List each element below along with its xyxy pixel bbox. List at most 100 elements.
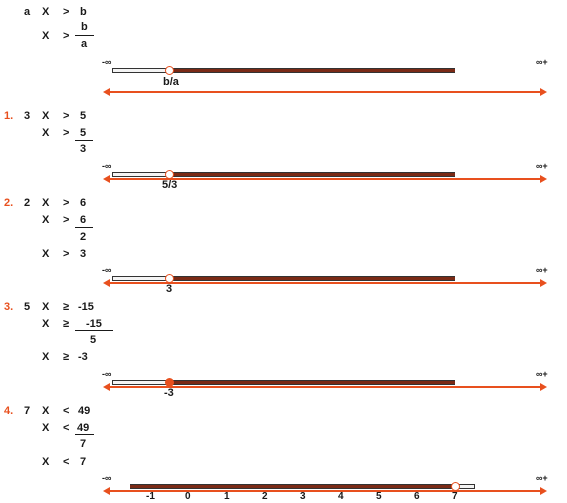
tick-label: 2 — [262, 491, 268, 502]
tick-label: 4 — [338, 491, 344, 502]
arrow-right-icon — [540, 175, 547, 183]
arrow-left-icon — [103, 383, 110, 391]
example-number: 2. — [4, 197, 14, 209]
fraction-denominator: 5 — [90, 334, 97, 346]
arrow-right-icon — [540, 487, 547, 495]
fraction-numerator: 6 — [80, 214, 87, 226]
operator: > — [63, 197, 70, 209]
rhs: b — [80, 6, 87, 18]
operator: > — [63, 110, 70, 122]
negative-infinity-label: -∞ — [102, 161, 112, 171]
var-x: X — [42, 422, 50, 434]
fraction-bar — [75, 140, 93, 141]
negative-infinity-label: -∞ — [102, 265, 112, 275]
arrow-left-icon — [103, 88, 110, 96]
tick-label: 0 — [185, 491, 191, 502]
example-number: 4. — [4, 405, 14, 417]
arrow-left-icon — [103, 279, 110, 287]
coefficient: 3 — [24, 110, 31, 122]
positive-infinity-label: ∞+ — [536, 473, 548, 483]
rhs: -15 — [78, 301, 94, 313]
number-line-track — [112, 276, 170, 281]
var-x: X — [42, 197, 50, 209]
arrow-left-icon — [103, 487, 110, 495]
rhs: 3 — [80, 248, 87, 260]
positive-infinity-label: ∞+ — [536, 265, 548, 275]
fraction-denominator: 3 — [80, 143, 87, 155]
boundary-label: 3 — [166, 283, 173, 295]
fraction-bar — [75, 35, 94, 36]
operator: ≥ — [63, 351, 70, 363]
rhs: 6 — [80, 197, 87, 209]
rhs: 5 — [80, 110, 87, 122]
fraction-bar — [75, 330, 113, 331]
var-x: X — [42, 351, 50, 363]
number-line-track — [112, 172, 170, 177]
boundary-label: b/a — [163, 76, 179, 88]
positive-infinity-label: ∞+ — [536, 369, 548, 379]
operator: > — [63, 127, 70, 139]
open-endpoint — [165, 66, 174, 75]
positive-infinity-label: ∞+ — [536, 57, 548, 67]
operator: < — [63, 405, 70, 417]
number-line-axis — [103, 279, 547, 287]
var-x: X — [42, 30, 50, 42]
example-number: 3. — [4, 301, 14, 313]
fraction-denominator: a — [81, 38, 88, 50]
var-x: X — [42, 456, 50, 468]
solution-range-bar — [169, 276, 455, 281]
arrow-left-icon — [103, 175, 110, 183]
operator: ≥ — [63, 301, 70, 313]
operator: > — [63, 6, 70, 18]
negative-infinity-label: -∞ — [102, 57, 112, 67]
coefficient: 5 — [24, 301, 31, 313]
var-x: X — [42, 318, 50, 330]
boundary-label: -3 — [164, 387, 174, 399]
number-line-axis — [103, 88, 547, 96]
fraction-numerator: b — [81, 21, 88, 33]
number-line-axis — [103, 487, 547, 495]
fraction-bar — [75, 434, 94, 435]
tick-label: 3 — [300, 491, 306, 502]
arrow-right-icon — [540, 383, 547, 391]
var-x: X — [42, 127, 50, 139]
number-line-axis — [103, 175, 547, 183]
solution-range-bar — [169, 380, 455, 385]
var-x: X — [42, 6, 50, 18]
operator: > — [63, 30, 70, 42]
var-x: X — [42, 301, 50, 313]
coefficient: 2 — [24, 197, 31, 209]
tick-label: 7 — [452, 491, 458, 502]
fraction-denominator: 2 — [80, 231, 87, 243]
rhs: 49 — [78, 405, 91, 417]
operator: > — [63, 214, 70, 226]
operator: > — [63, 248, 70, 260]
var-x: X — [42, 248, 50, 260]
var-x: X — [42, 110, 50, 122]
number-line-axis — [103, 383, 547, 391]
solution-range-bar — [169, 172, 455, 177]
example-number: 1. — [4, 110, 14, 122]
operator: ≥ — [63, 318, 70, 330]
number-line-track — [112, 68, 170, 73]
coefficient: 7 — [24, 405, 31, 417]
var-x: X — [42, 405, 50, 417]
tick-label: 6 — [414, 491, 420, 502]
tick-label: 5 — [376, 491, 382, 502]
boundary-label: 5/3 — [162, 179, 178, 191]
fraction-denominator: 7 — [80, 438, 87, 450]
arrow-right-icon — [540, 279, 547, 287]
solution-range-bar — [130, 484, 456, 489]
fraction-numerator: -15 — [86, 318, 102, 330]
solution-range-bar — [169, 68, 455, 73]
fraction-numerator: 49 — [77, 422, 90, 434]
negative-infinity-label: -∞ — [102, 369, 112, 379]
number-line-track — [112, 380, 170, 385]
arrow-right-icon — [540, 88, 547, 96]
negative-infinity-label: -∞ — [102, 473, 112, 483]
rhs: 7 — [80, 456, 87, 468]
coef-a: a — [24, 6, 31, 18]
tick-label: -1 — [146, 491, 155, 502]
tick-label: 1 — [224, 491, 230, 502]
operator: < — [63, 456, 70, 468]
